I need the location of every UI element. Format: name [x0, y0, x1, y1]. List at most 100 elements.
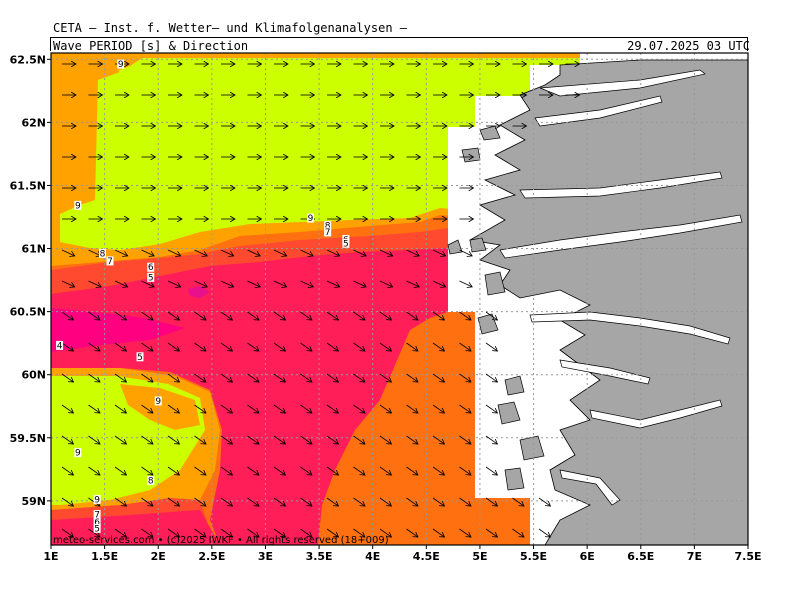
direction-arrow — [220, 404, 232, 413]
direction-arrow — [273, 342, 285, 351]
direction-arrow — [406, 404, 418, 413]
contour-label-bg — [93, 494, 101, 504]
direction-arrow — [485, 404, 497, 413]
contour-label-bg — [324, 221, 332, 231]
direction-arrow — [61, 528, 73, 537]
direction-arrow — [353, 497, 365, 506]
direction-arrow — [61, 342, 73, 351]
contour-label-bg — [98, 248, 106, 258]
direction-arrow — [220, 497, 232, 506]
direction-arrow — [141, 373, 153, 382]
map-fields — [51, 53, 748, 545]
contour-label-bg — [74, 448, 82, 458]
direction-arrow — [88, 435, 100, 444]
direction-arrow — [406, 528, 418, 537]
direction-arrow — [326, 249, 340, 256]
y-tick-label: 59.5N — [10, 432, 46, 445]
direction-arrow — [141, 280, 155, 287]
direction-arrow — [88, 528, 100, 537]
direction-arrow — [459, 466, 471, 475]
valid-time-label: 29.07.2025 03 UTC — [627, 39, 750, 53]
contour-label-bg — [342, 238, 350, 248]
period-8-pocket-sw — [120, 384, 200, 430]
direction-arrow — [300, 249, 314, 256]
direction-arrow — [114, 249, 128, 256]
direction-arrow — [379, 466, 391, 475]
direction-arrow — [379, 404, 391, 413]
direction-arrow — [61, 404, 73, 413]
direction-arrow — [300, 280, 314, 287]
direction-arrow — [247, 311, 259, 320]
direction-arrow — [406, 466, 418, 475]
direction-arrow — [432, 342, 444, 351]
direction-arrow — [353, 249, 367, 256]
direction-arrow — [326, 528, 338, 537]
axis-ticks: 1E 1.5E 2E 2.5E 3E 3.5E 4E 4.5E 5E 5.5E 6E 6.5E 7E 7.… — [10, 53, 762, 563]
contour-label-bg — [93, 523, 101, 533]
direction-arrow — [326, 311, 338, 320]
direction-arrow — [300, 311, 312, 320]
contour-label: 9 — [94, 495, 100, 505]
coordinate-grid — [51, 53, 748, 545]
direction-arrow — [273, 373, 285, 382]
contour-label-bg — [117, 59, 125, 69]
direction-arrow — [273, 249, 287, 256]
direction-arrow — [167, 280, 181, 287]
direction-arrow — [220, 435, 232, 444]
x-tick-label: 4.5E — [413, 550, 440, 563]
parameter-label: Wave_PERIOD_[s]_&_Direction — [53, 39, 249, 53]
direction-arrow — [220, 249, 234, 256]
direction-arrow — [300, 497, 312, 506]
direction-arrow — [114, 528, 126, 537]
direction-arrow — [353, 404, 365, 413]
direction-arrow — [247, 280, 261, 287]
direction-arrow — [220, 373, 232, 382]
direction-arrow — [114, 342, 126, 351]
direction-arrow — [167, 342, 179, 351]
contour-label: 8 — [100, 249, 106, 259]
direction-arrow — [220, 466, 232, 475]
direction-arrow — [194, 249, 208, 256]
direction-arrow — [353, 466, 365, 475]
contour-label-bg — [136, 352, 144, 362]
direction-arrow — [141, 342, 153, 351]
direction-arrow — [353, 528, 365, 537]
direction-arrow — [114, 404, 126, 413]
direction-arrow — [485, 528, 497, 537]
direction-arrow — [194, 373, 206, 382]
direction-arrow — [220, 342, 232, 351]
direction-arrow — [459, 373, 471, 382]
direction-arrow — [194, 342, 206, 351]
direction-arrow — [114, 497, 126, 506]
direction-arrow — [273, 280, 287, 287]
direction-arrow — [326, 435, 338, 444]
x-tick-label: 3.5E — [306, 550, 333, 563]
direction-arrow — [167, 466, 179, 475]
direction-arrow — [88, 466, 100, 475]
direction-arrow — [114, 435, 126, 444]
direction-arrow — [194, 528, 206, 537]
direction-arrow — [88, 280, 102, 287]
direction-arrow — [432, 404, 444, 413]
direction-arrow — [459, 404, 471, 413]
period-4-blob — [188, 286, 210, 298]
contour-label: 7 — [107, 257, 113, 267]
contour-label: 8 — [148, 476, 154, 486]
direction-arrow — [141, 311, 153, 320]
contour-label-bg — [93, 517, 101, 527]
direction-arrow — [167, 311, 179, 320]
direction-arrow — [88, 342, 100, 351]
direction-arrow — [61, 373, 73, 382]
y-tick-label: 62.5N — [10, 53, 46, 66]
direction-arrow — [512, 528, 524, 537]
direction-arrow — [459, 528, 471, 537]
direction-arrow — [141, 435, 153, 444]
direction-arrow — [485, 466, 497, 475]
direction-arrow — [459, 435, 471, 444]
direction-arrow — [432, 249, 446, 256]
direction-arrow — [432, 528, 444, 537]
direction-arrow — [485, 311, 497, 320]
direction-arrow — [167, 435, 179, 444]
direction-arrow — [167, 373, 179, 382]
contour-label: 5 — [148, 273, 154, 283]
